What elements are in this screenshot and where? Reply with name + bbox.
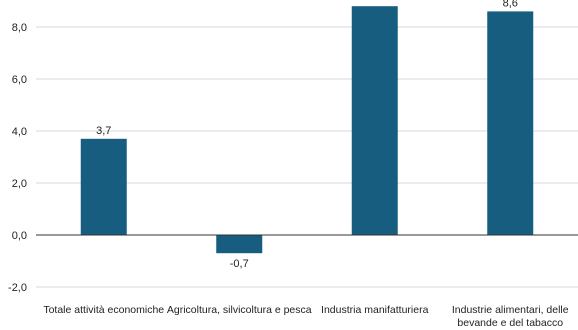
- category-label: Totale attività economiche: [43, 304, 164, 316]
- bar: [487, 11, 534, 236]
- y-tick-label: 0,0: [12, 230, 27, 242]
- y-tick-label: 2,0: [12, 178, 27, 190]
- data-label: 3,7: [96, 125, 111, 137]
- y-axis-ticks: -2,0 0,0 2,0 4,0 6,0 8,0: [8, 22, 27, 294]
- data-label: -0,7: [230, 258, 249, 270]
- y-tick-label: -2,0: [8, 282, 27, 294]
- y-tick-label: 8,0: [12, 22, 27, 34]
- category-label: Industrie alimentari, delle: [452, 304, 569, 316]
- data-label: 8,6: [503, 0, 518, 9]
- category-label: Agricoltura, silvicoltura e pesca: [167, 304, 312, 316]
- bar: [351, 6, 398, 236]
- data-labels: 3,7 -0,7 8,6: [96, 0, 518, 270]
- y-tick-label: 4,0: [12, 126, 27, 138]
- category-labels: Totale attività economiche Agricoltura, s…: [43, 304, 568, 329]
- bar: [80, 138, 127, 235]
- bar: [216, 235, 263, 254]
- category-label: bevande e del tabacco: [457, 317, 563, 329]
- y-tick-label: 6,0: [12, 74, 27, 86]
- bars: [80, 6, 534, 254]
- category-label: Industria manifatturiera: [321, 304, 429, 316]
